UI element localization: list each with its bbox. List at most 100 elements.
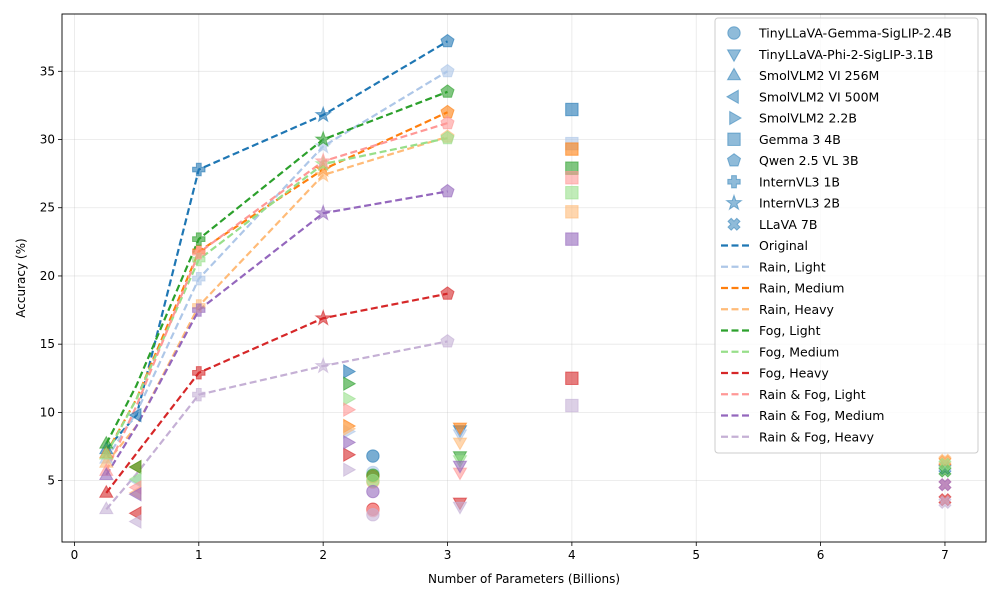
data-point bbox=[938, 495, 952, 510]
data-point bbox=[440, 63, 455, 78]
y-tick-label: 25 bbox=[40, 201, 55, 215]
data-point bbox=[343, 447, 357, 463]
legend-label: InternVL3 1B bbox=[759, 174, 840, 189]
y-axis-label: Accuracy (%) bbox=[14, 238, 28, 317]
data-point bbox=[128, 407, 142, 423]
legend-label: Rain, Medium bbox=[759, 281, 844, 296]
data-point bbox=[565, 371, 579, 385]
data-point bbox=[565, 186, 579, 200]
data-point bbox=[565, 171, 579, 185]
data-point bbox=[565, 232, 579, 246]
legend-marker-internvl3-1b bbox=[727, 175, 741, 189]
legend-label: Rain, Heavy bbox=[759, 302, 835, 317]
data-point bbox=[938, 477, 952, 492]
y-tick-label: 35 bbox=[40, 64, 55, 78]
legend-marker-internvl3-2b bbox=[725, 193, 743, 211]
legend-label: TinyLLaVA-Phi-2-SigLIP-3.1B bbox=[758, 47, 933, 62]
data-point bbox=[98, 501, 114, 515]
data-point bbox=[314, 356, 332, 374]
legend-marker-smolvlm2-vi-256m bbox=[726, 67, 742, 81]
data-point bbox=[98, 446, 114, 460]
data-point bbox=[98, 466, 114, 480]
data-point bbox=[565, 142, 579, 156]
legend-label: SmolVLM2 VI 500M bbox=[759, 89, 879, 104]
model-points-qwen-2-5-vl-3b bbox=[440, 33, 455, 348]
model-points-internvl3-1b bbox=[192, 162, 206, 402]
data-point bbox=[440, 130, 455, 145]
y-tick-label: 5 bbox=[47, 474, 55, 488]
x-tick-label: 6 bbox=[817, 548, 825, 562]
data-point bbox=[938, 457, 952, 471]
data-point bbox=[128, 459, 142, 475]
model-points-llava-7b bbox=[938, 453, 952, 510]
data-point bbox=[565, 102, 579, 117]
data-point bbox=[192, 366, 206, 380]
data-point bbox=[192, 303, 206, 317]
model-points-tinyllava-phi-2-siglip-3-1b bbox=[452, 422, 468, 515]
data-point bbox=[192, 232, 206, 246]
x-tick-label: 3 bbox=[444, 548, 452, 562]
data-point bbox=[192, 162, 206, 177]
data-point bbox=[314, 152, 332, 169]
data-point bbox=[128, 514, 142, 529]
data-point bbox=[440, 286, 455, 300]
x-axis-label: Number of Parameters (Billions) bbox=[428, 572, 620, 586]
data-point bbox=[343, 462, 357, 478]
data-point bbox=[565, 205, 579, 219]
legend-label: Fog, Medium bbox=[759, 344, 839, 359]
legend-label: Rain & Fog, Light bbox=[759, 387, 866, 402]
data-point bbox=[314, 309, 332, 326]
legend-marker-smolvlm2-2-2b bbox=[729, 110, 743, 126]
data-point bbox=[314, 105, 332, 123]
x-tick-label: 1 bbox=[195, 548, 203, 562]
legend-label: SmolVLM2 2.2B bbox=[759, 111, 857, 126]
data-point bbox=[452, 422, 468, 436]
data-point bbox=[452, 460, 468, 474]
legend-label: Qwen 2.5 VL 3B bbox=[759, 153, 859, 168]
data-point bbox=[192, 388, 206, 402]
legend-label: Fog, Heavy bbox=[759, 366, 829, 381]
legend: TinyLLaVA-Gemma-SigLIP-2.4B TinyLLaVA-Phi… bbox=[714, 17, 979, 454]
x-tick-label: 5 bbox=[692, 548, 700, 562]
legend-label: Original bbox=[759, 238, 808, 253]
data-point bbox=[366, 449, 380, 463]
legend-marker-qwen-2-5-vl-3b bbox=[726, 153, 742, 167]
x-tick-label: 2 bbox=[319, 548, 327, 562]
y-axis-ticks: 5 10 15 20 25 30 35 bbox=[40, 64, 62, 488]
data-point bbox=[314, 137, 332, 154]
x-tick-label: 7 bbox=[941, 548, 949, 562]
data-point bbox=[128, 486, 142, 502]
model-points-smolvlm2-vi-500m bbox=[128, 407, 142, 529]
y-tick-label: 10 bbox=[40, 405, 55, 419]
data-point bbox=[343, 435, 357, 450]
data-point bbox=[192, 246, 206, 260]
y-tick-label: 20 bbox=[40, 269, 55, 283]
data-point bbox=[366, 484, 380, 499]
legend-label: Fog, Light bbox=[759, 323, 821, 338]
data-point bbox=[440, 33, 455, 48]
legend-label: LLaVA 7B bbox=[759, 217, 817, 232]
model-points-internvl3-2b bbox=[314, 105, 332, 374]
data-point bbox=[452, 501, 468, 515]
legend-label: Gemma 3 4B bbox=[759, 132, 841, 147]
data-point bbox=[343, 391, 357, 407]
legend-marker-tinyllava-gemma-siglip-2-4b bbox=[727, 26, 741, 40]
legend-label: Rain & Fog, Heavy bbox=[759, 429, 875, 444]
data-points bbox=[98, 33, 952, 529]
data-point bbox=[440, 84, 455, 98]
legend-marker-tinyllava-phi-2-siglip-3-1b bbox=[726, 49, 742, 63]
data-point bbox=[343, 364, 357, 379]
data-point bbox=[192, 272, 206, 286]
data-point bbox=[440, 115, 455, 130]
data-point bbox=[314, 130, 332, 148]
legend-box bbox=[714, 17, 979, 454]
legend-label: InternVL3 2B bbox=[759, 196, 840, 211]
legend-label: Rain & Fog, Medium bbox=[759, 408, 884, 423]
data-point bbox=[366, 508, 380, 522]
data-point bbox=[440, 333, 455, 348]
y-tick-label: 30 bbox=[40, 133, 55, 147]
legend-label: SmolVLM2 VI 256M bbox=[759, 68, 879, 83]
data-point bbox=[343, 421, 357, 437]
x-tick-label: 0 bbox=[71, 548, 79, 562]
